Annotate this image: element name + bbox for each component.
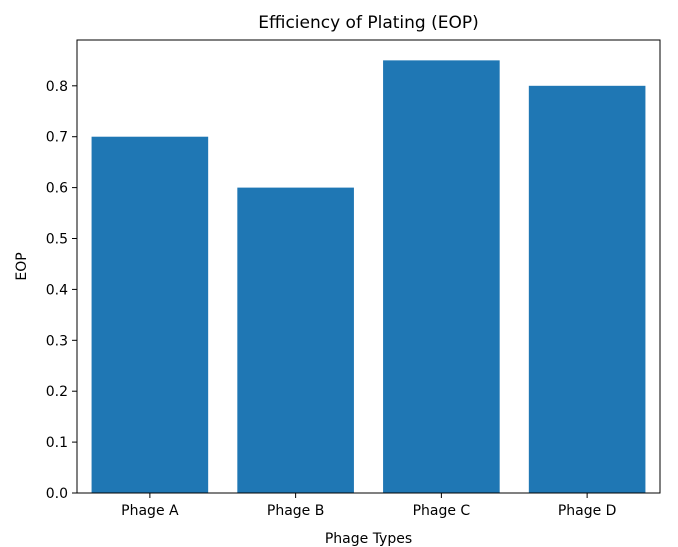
- bar-phage-b: [237, 187, 354, 493]
- x-axis-label: Phage Types: [325, 531, 412, 547]
- y-tick-label: 0.8: [46, 79, 68, 95]
- plot-frame: [76, 39, 661, 494]
- y-tick-label: 0.0: [46, 486, 68, 502]
- plot-area: Phage A Phage B Phage C Phage D 0.0 0.1 0.2 0.3…: [46, 60, 646, 519]
- bar-phage-c: [383, 60, 500, 493]
- y-tick-label: 0.5: [46, 232, 68, 248]
- y-tick-label: 0.6: [46, 181, 68, 197]
- y-tick-label: 0.4: [46, 282, 68, 298]
- y-axis-label: EOP: [14, 252, 30, 280]
- y-tick-label: 0.7: [46, 130, 68, 146]
- x-tick-label: Phage C: [413, 503, 471, 519]
- bar-phage-d: [528, 85, 646, 493]
- y-tick-label: 0.1: [46, 435, 68, 451]
- bar-phage-a: [91, 136, 209, 493]
- x-tick-label: Phage D: [558, 503, 617, 519]
- y-tick-label: 0.3: [46, 333, 68, 349]
- chart-title: Efficiency of Plating (EOP): [258, 13, 478, 33]
- x-tick-label: Phage B: [267, 503, 324, 519]
- y-tick-label: 0.2: [46, 384, 68, 400]
- x-tick-label: Phage A: [121, 503, 179, 519]
